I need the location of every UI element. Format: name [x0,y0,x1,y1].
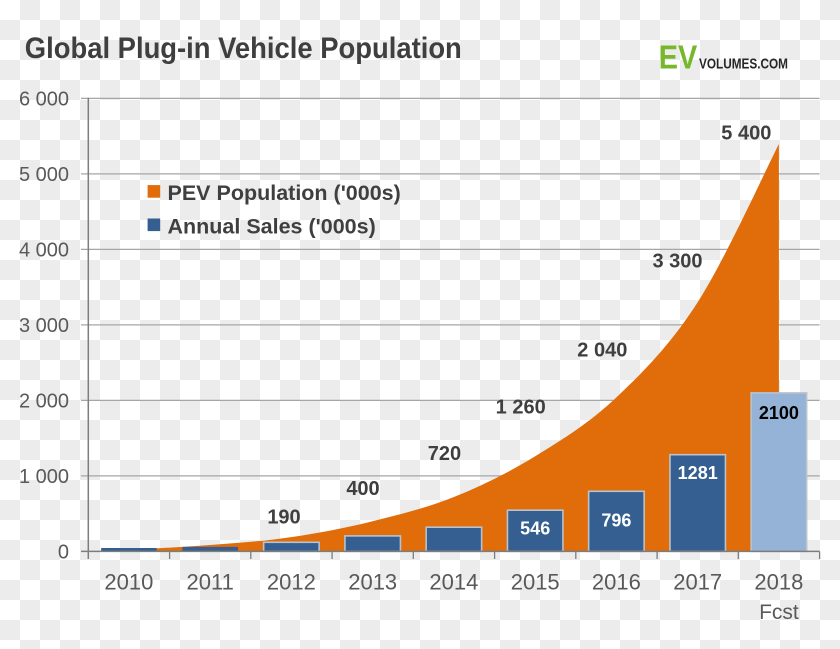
svg-text:1281: 1281 [678,463,718,483]
svg-text:2016: 2016 [592,570,641,595]
svg-text:190: 190 [267,507,300,529]
svg-text:2015: 2015 [511,570,560,595]
svg-text:2013: 2013 [348,570,397,595]
svg-text:2 000: 2 000 [19,390,69,412]
svg-text:2011: 2011 [187,570,234,595]
svg-text:3 000: 3 000 [19,315,69,337]
svg-text:1 000: 1 000 [19,466,69,488]
svg-text:4 000: 4 000 [19,239,69,261]
svg-text:2014: 2014 [429,570,478,595]
svg-text:5 400: 5 400 [721,123,771,145]
svg-text:5 000: 5 000 [19,164,69,186]
svg-text:Global Plug-in Vehicle Populat: Global Plug-in Vehicle Population [25,32,462,65]
svg-text:VOLUMES.COM: VOLUMES.COM [699,56,788,73]
svg-text:1 260: 1 260 [496,397,546,419]
svg-text:6 000: 6 000 [19,88,69,110]
svg-text:2017: 2017 [673,570,722,595]
svg-text:796: 796 [601,510,631,530]
svg-text:2018: 2018 [754,570,803,595]
svg-text:2010: 2010 [104,570,153,595]
svg-text:400: 400 [346,478,379,500]
svg-text:Fcst: Fcst [759,601,799,624]
svg-text:720: 720 [428,443,461,465]
svg-text:546: 546 [520,518,550,538]
svg-text:Annual Sales ('000s): Annual Sales ('000s) [168,215,376,239]
svg-text:0: 0 [58,541,69,563]
svg-text:3 300: 3 300 [652,251,702,273]
svg-text:2100: 2100 [759,403,799,423]
svg-text:EV: EV [659,39,698,76]
svg-text:2012: 2012 [267,570,316,595]
svg-text:PEV Population ('000s): PEV Population ('000s) [168,181,401,205]
svg-text:2 040: 2 040 [577,340,627,362]
